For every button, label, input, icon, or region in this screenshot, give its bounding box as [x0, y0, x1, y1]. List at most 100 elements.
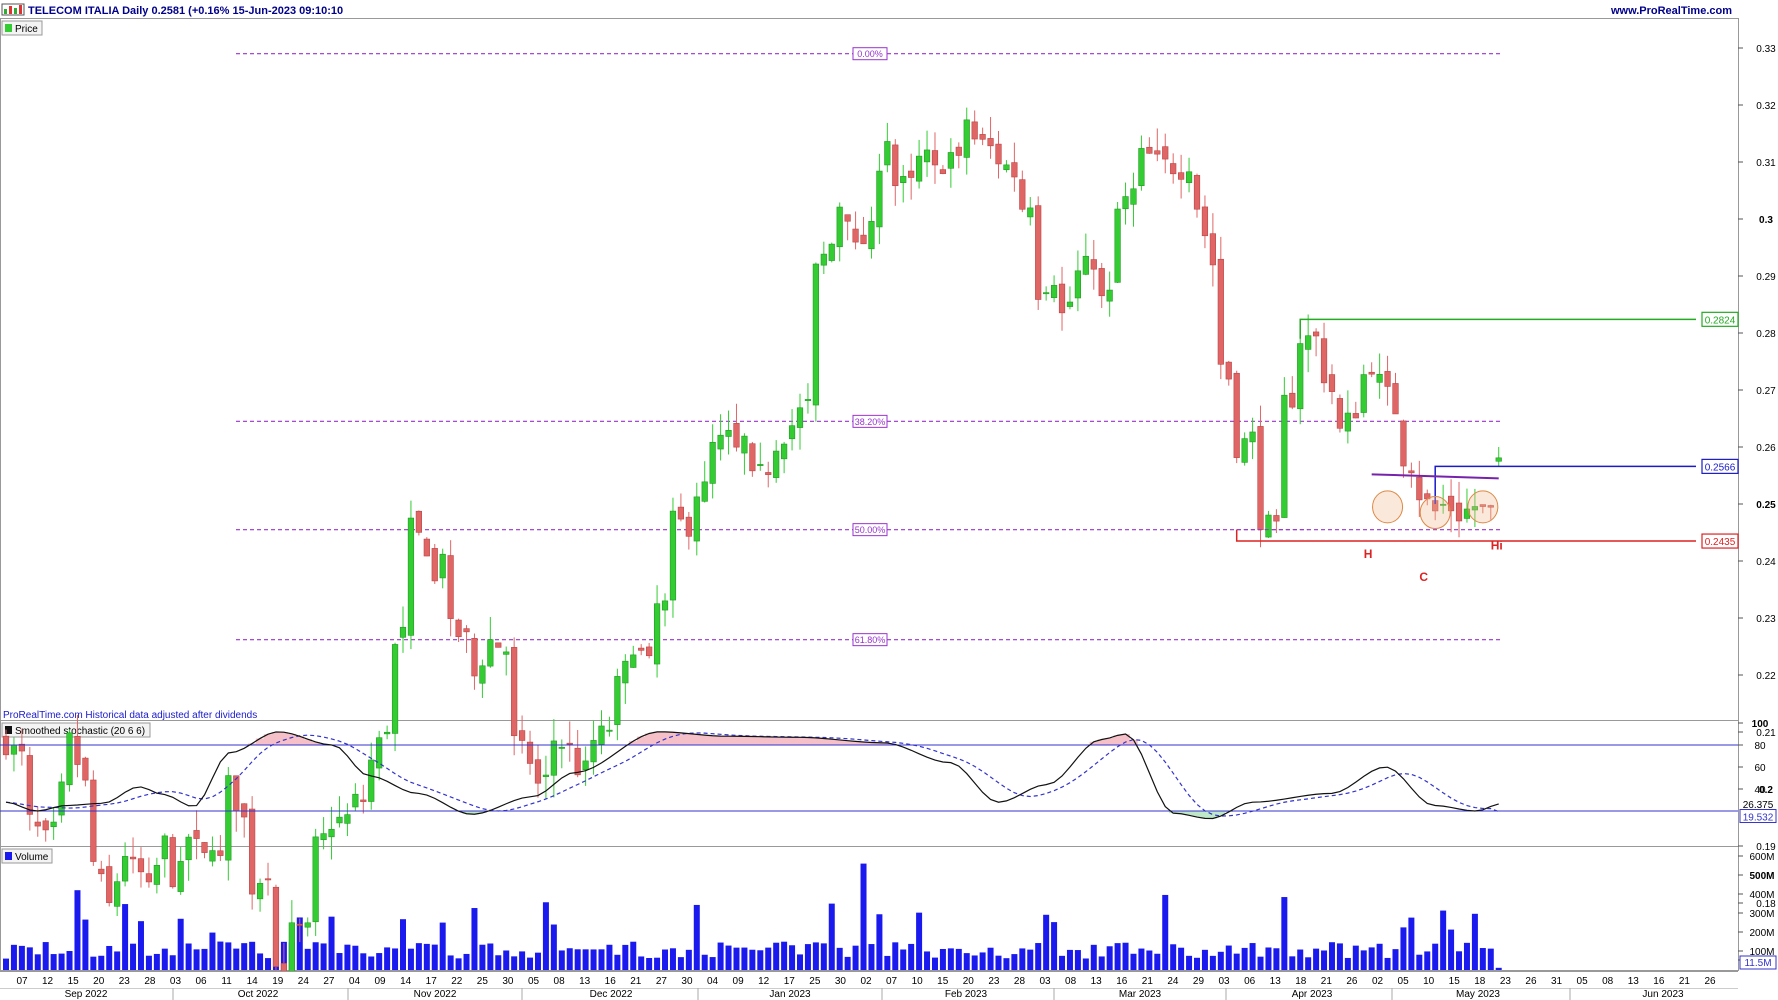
- level-price-tag: 0.2435: [1701, 533, 1739, 549]
- volume-axis-label: 500M: [1749, 871, 1774, 882]
- volume-bar: [566, 948, 573, 970]
- candle: [884, 122, 891, 173]
- candle: [1217, 236, 1224, 380]
- candle: [1106, 271, 1113, 317]
- volume-bar: [1114, 943, 1121, 970]
- x-month-label: Dec 2022: [590, 989, 633, 1000]
- candle: [82, 756, 89, 787]
- candle: [701, 461, 708, 503]
- candle-body: [717, 434, 724, 450]
- volume-bar: [34, 954, 41, 970]
- volume-bar: [733, 947, 740, 970]
- candle-body: [177, 861, 184, 892]
- volume-bar: [669, 948, 676, 970]
- candle-body: [376, 737, 383, 769]
- candle: [876, 153, 883, 245]
- resistance-level: [1299, 318, 1696, 339]
- x-day-label: 05: [528, 976, 540, 987]
- volume-bar: [185, 943, 192, 970]
- candle-body: [526, 741, 534, 764]
- stoch-axis-label: 40: [1754, 785, 1766, 796]
- candle-body: [733, 423, 740, 448]
- candle: [1328, 364, 1336, 405]
- volume-bar: [876, 914, 883, 970]
- x-day-label: 17: [784, 976, 796, 987]
- volume-bar: [209, 932, 216, 970]
- volume-bar: [233, 948, 240, 970]
- volume-bar: [26, 947, 33, 970]
- volume-bar: [908, 943, 915, 970]
- candle-body: [161, 835, 168, 860]
- candle-body: [1122, 196, 1129, 210]
- volume-bar: [1074, 950, 1081, 970]
- volume-bar: [106, 945, 113, 970]
- candle-body: [1408, 470, 1415, 474]
- candle: [931, 132, 939, 184]
- candle: [352, 783, 359, 812]
- volume-bar: [1456, 951, 1463, 970]
- x-day-label: 13: [1091, 976, 1103, 987]
- x-day-label: 20: [963, 976, 975, 987]
- stochastic-legend[interactable]: Smoothed stochastic (20 6 6): [1, 722, 151, 738]
- site-link[interactable]: www.ProRealTime.com: [1610, 5, 1732, 17]
- price-axis-label: 0.31: [1756, 158, 1776, 169]
- price-axis-label: 0.2: [1759, 785, 1773, 796]
- candle: [685, 512, 692, 550]
- pattern-circle: [1467, 490, 1499, 524]
- candle: [542, 755, 550, 800]
- candle: [376, 730, 383, 781]
- candle-body: [1360, 374, 1367, 413]
- candle-body: [368, 759, 375, 802]
- volume-bar: [582, 949, 589, 970]
- volume-bar: [677, 957, 684, 970]
- candle: [693, 482, 700, 556]
- x-day-label: 13: [1628, 976, 1640, 987]
- candle-body: [1487, 505, 1494, 508]
- candle-body: [1074, 270, 1081, 299]
- volume-bar: [534, 952, 541, 970]
- volume-bar: [1019, 948, 1026, 970]
- candle-body: [415, 510, 422, 533]
- price-panel-frame: [0, 18, 1739, 721]
- volume-bar: [844, 956, 851, 970]
- volume-bar: [1328, 942, 1335, 970]
- candle-body: [439, 553, 446, 579]
- volume-bar: [98, 955, 105, 970]
- candle-body: [1305, 335, 1312, 350]
- x-day-label: 03: [1218, 976, 1230, 987]
- candle-body: [836, 206, 843, 248]
- candle: [399, 606, 407, 653]
- volume-axis-label: 100M: [1749, 947, 1774, 958]
- candle-body: [518, 730, 526, 741]
- volume-bar: [542, 902, 549, 970]
- volume-bar: [1209, 955, 1216, 970]
- candle-body: [1249, 431, 1256, 443]
- price-legend[interactable]: Price: [1, 20, 43, 36]
- volume-legend[interactable]: Volume: [1, 848, 53, 864]
- candle: [384, 725, 391, 740]
- candle: [1336, 394, 1344, 433]
- candle-body: [106, 866, 113, 903]
- x-day-label: 02: [860, 976, 872, 987]
- volume-bar: [1368, 947, 1375, 970]
- x-axis-area: [0, 971, 1778, 1000]
- neckline-line: [1434, 465, 1696, 504]
- candle-body: [209, 850, 216, 862]
- candle: [1313, 328, 1320, 357]
- candle-body: [360, 799, 367, 802]
- volume-bar: [42, 942, 49, 970]
- candle: [1201, 195, 1209, 249]
- axis-labels: 07 12 15 20 23 28 03 06 11 14 19 24 27 04 09 14 17 22 25 30…: [0, 971, 1778, 1000]
- volume-bar: [74, 890, 81, 970]
- stoch-axis-label: 80: [1754, 741, 1766, 752]
- level-tag-text: 0.2566: [1705, 462, 1736, 473]
- candle-body: [685, 516, 692, 537]
- candle-body: [82, 757, 89, 781]
- fib-label-text: 38.20%: [855, 417, 886, 427]
- volume-axis-label: 200M: [1749, 928, 1774, 939]
- volume-bar: [1035, 943, 1042, 970]
- candle: [558, 739, 565, 769]
- candle-body: [900, 176, 907, 183]
- candle-body: [463, 628, 470, 633]
- volume-bar: [1003, 958, 1010, 970]
